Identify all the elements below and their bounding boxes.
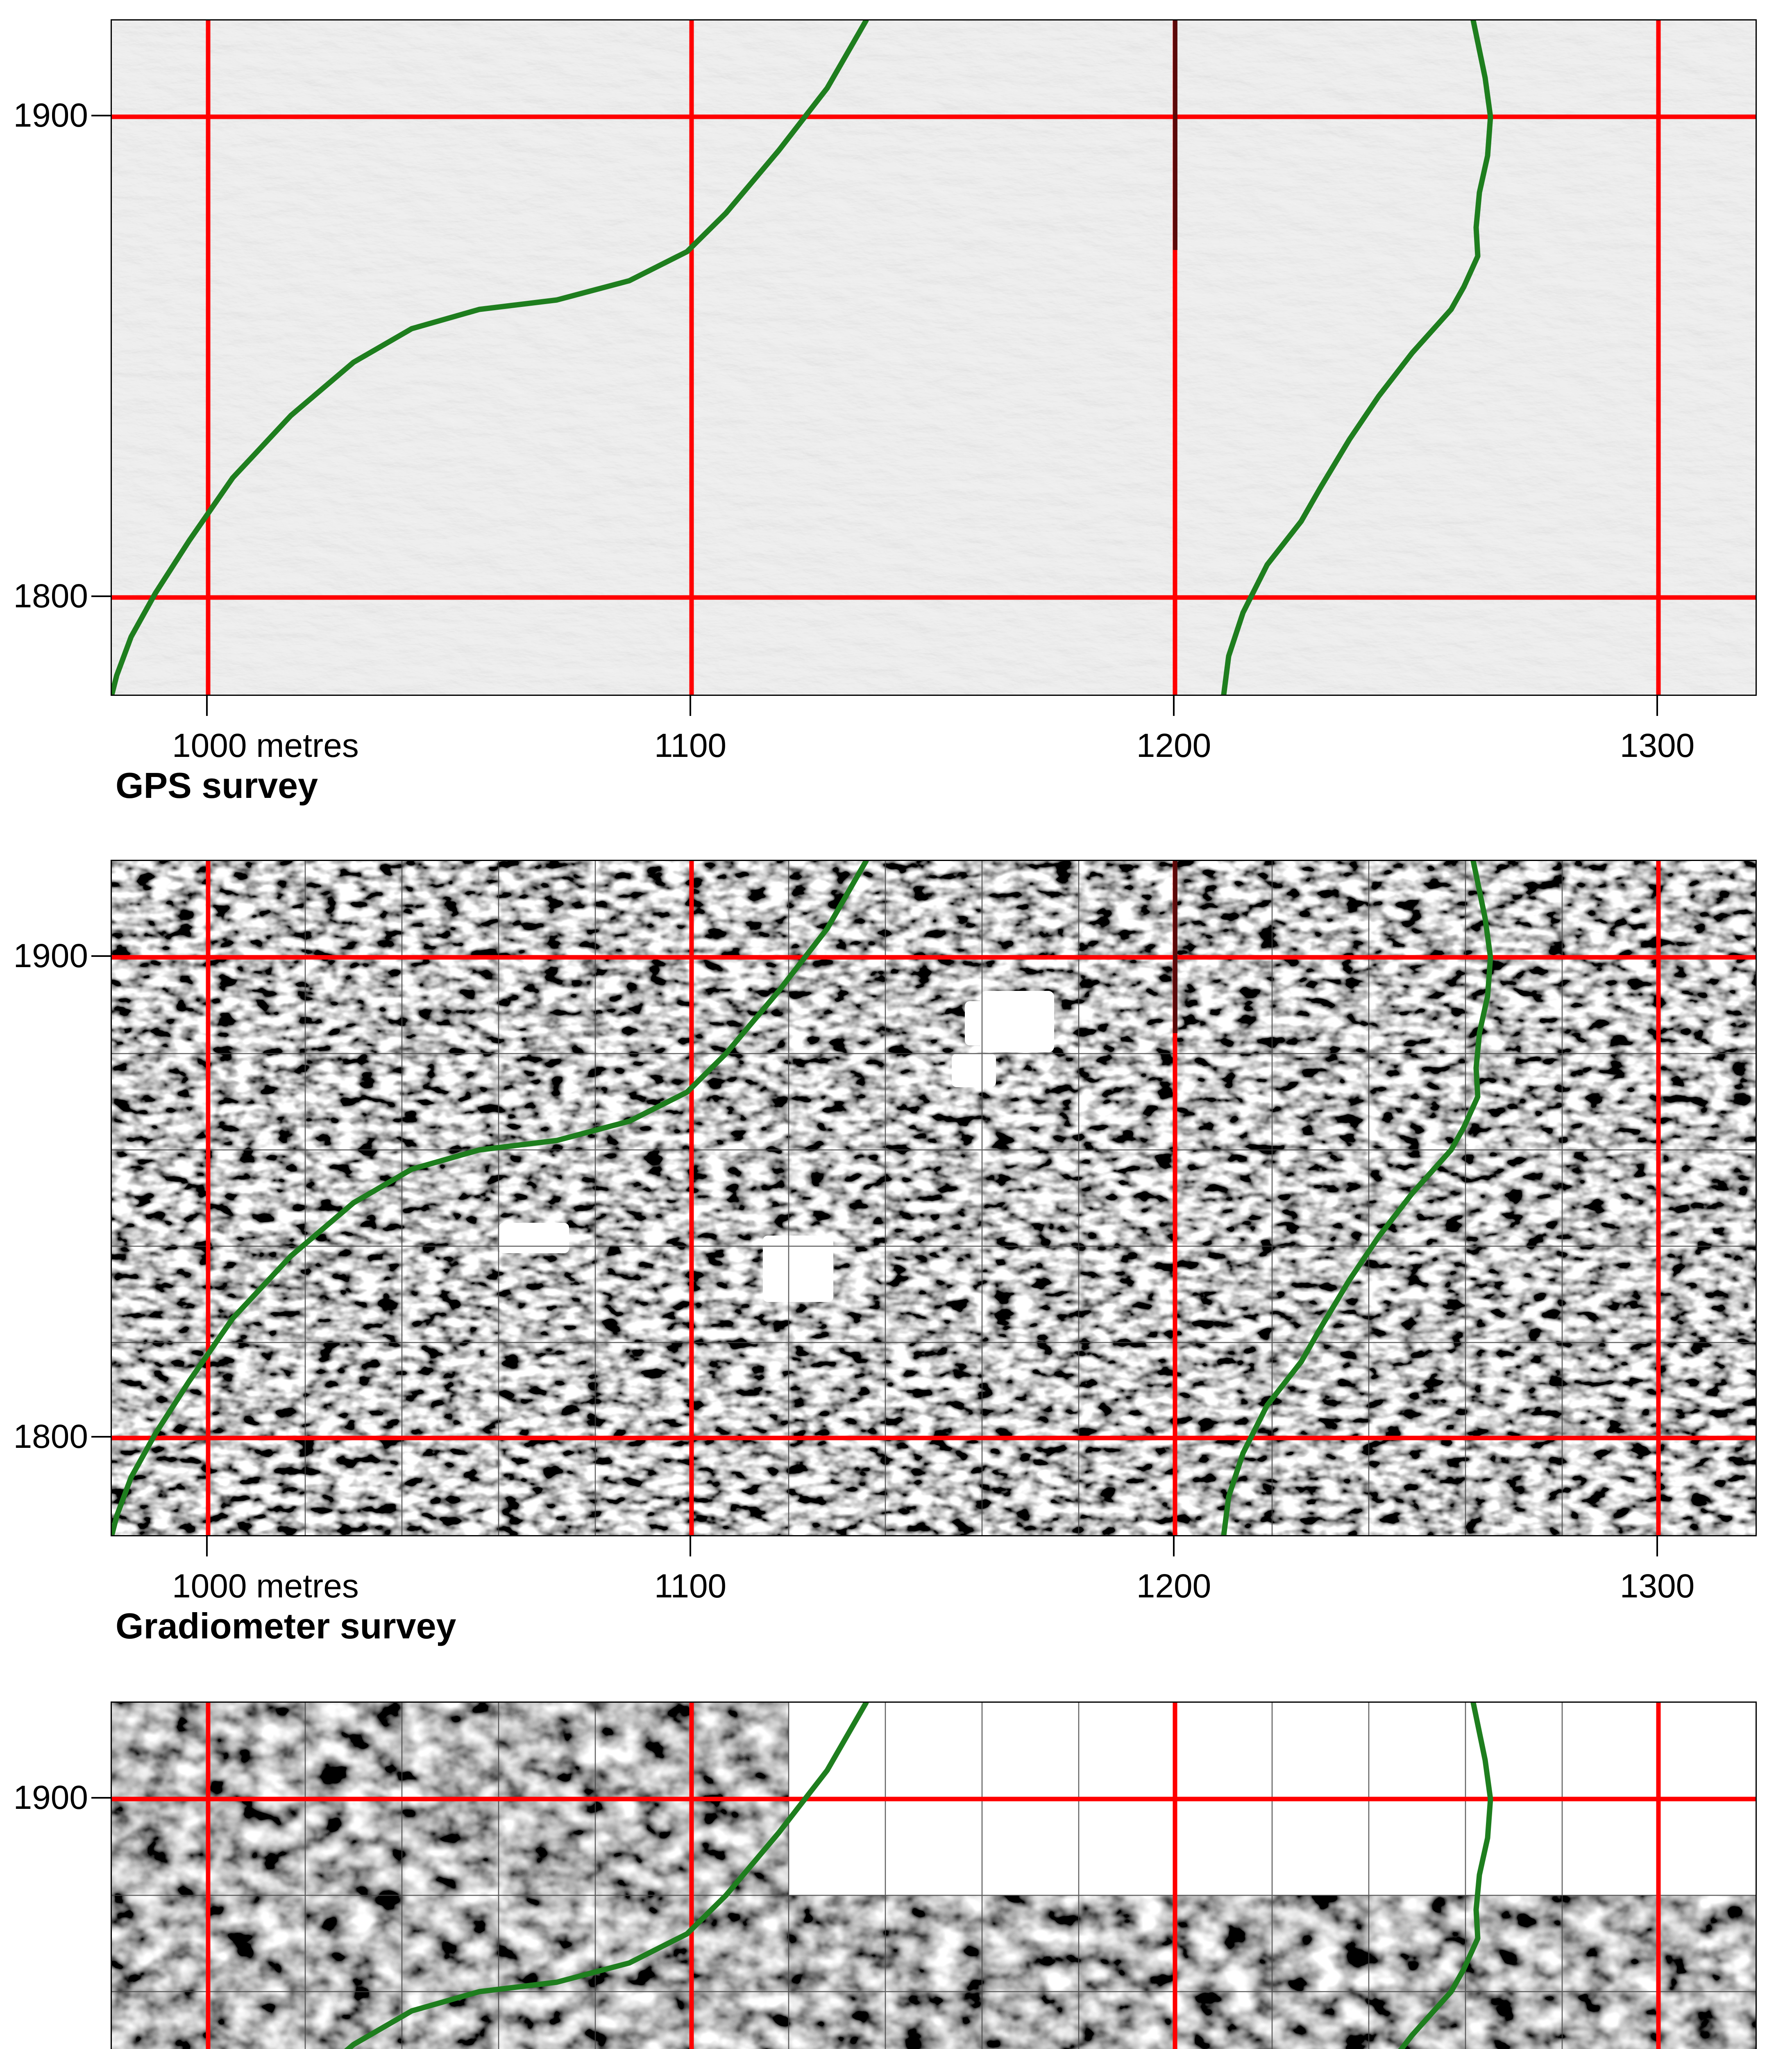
y-tick-line [91, 595, 111, 597]
magnetometry-texture [112, 861, 1756, 1535]
gradiometer-image [112, 861, 1756, 1535]
panel-gradiometer [111, 860, 1757, 1536]
red-100m-gridlines [112, 861, 1756, 1535]
x-tick-label-1100: 1100 [654, 727, 727, 764]
x-tick-line [1173, 1535, 1175, 1556]
green-route-paths [112, 861, 1493, 1535]
green-route-paths [112, 20, 1493, 695]
y-tick-label-1900: 1900 [13, 937, 88, 975]
resistivity-image [112, 1703, 1756, 2049]
x-tick-label-1200: 1200 [1136, 1567, 1211, 1605]
x-tick-line [1173, 695, 1175, 716]
x-tick-label-1200: 1200 [1136, 727, 1211, 764]
y-tick-label-1900: 1900 [13, 97, 88, 134]
panel-title-gps: GPS survey [116, 765, 318, 806]
dark-artifact-streak [1173, 20, 1177, 250]
hillshade-texture [112, 20, 1756, 695]
panel-gps [111, 19, 1757, 696]
panel-resistivity [111, 1701, 1757, 2049]
x-tick-line [206, 1535, 208, 1556]
dark-artifact-streak [1173, 861, 1177, 1033]
panel-title-gradiometer: Gradiometer survey [116, 1606, 456, 1646]
x-tick-line [1656, 1535, 1658, 1556]
x-tick-label-1000-metres: 1000 metres [172, 1567, 359, 1605]
x-tick-line [1656, 695, 1658, 716]
x-tick-label-1100: 1100 [654, 1567, 727, 1605]
x-tick-label-1000-metres: 1000 metres [172, 727, 359, 764]
resistivity-texture [112, 1703, 1756, 2049]
y-tick-label-1800: 1800 [13, 1418, 88, 1455]
data-gap-white-patches [499, 991, 1054, 1302]
x-tick-label-1300: 1300 [1620, 1567, 1695, 1605]
x-tick-line [690, 1535, 691, 1556]
x-tick-line [206, 695, 208, 716]
red-100m-gridlines [112, 1703, 1756, 2049]
y-tick-line [91, 115, 111, 116]
x-tick-line [690, 695, 691, 716]
y-tick-line [91, 1797, 111, 1799]
gps-hillshade-image [112, 20, 1756, 695]
y-tick-label-1900: 1900 [13, 1779, 88, 1816]
y-tick-line [91, 955, 111, 957]
x-tick-label-1300: 1300 [1620, 727, 1695, 764]
green-route-paths [344, 1703, 1493, 2049]
y-tick-label-1800: 1800 [13, 577, 88, 615]
red-100m-gridlines [112, 20, 1756, 695]
y-tick-line [91, 1436, 111, 1438]
